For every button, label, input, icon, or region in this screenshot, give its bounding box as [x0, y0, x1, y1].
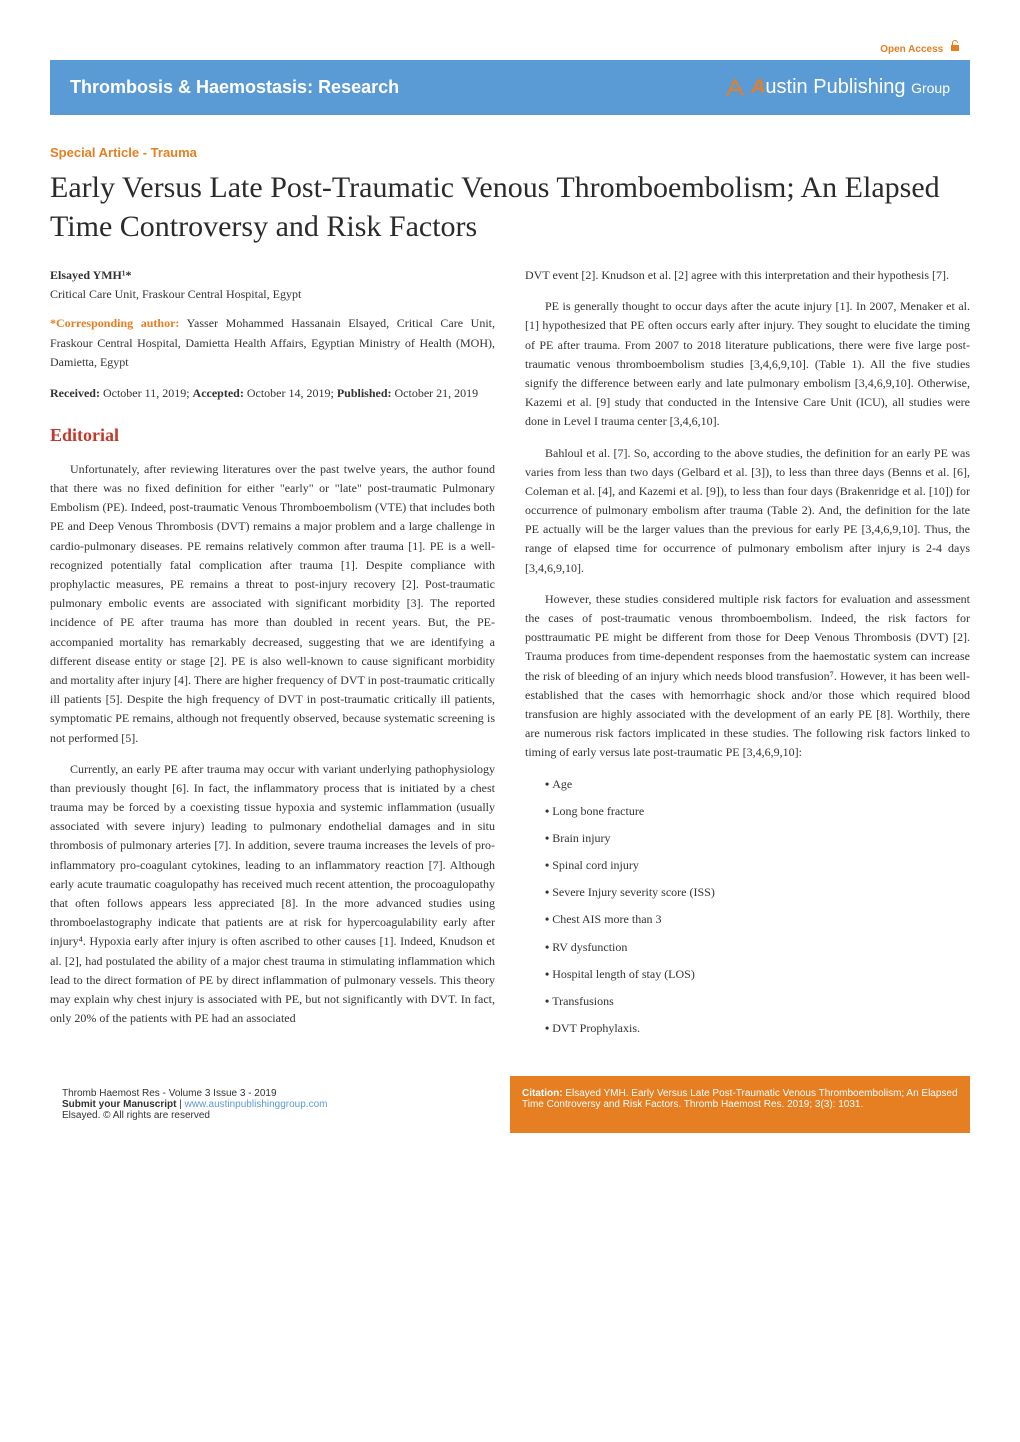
author-affiliation: Critical Care Unit, Fraskour Central Hos… — [50, 285, 495, 304]
paragraph-2: Currently, an early PE after trauma may … — [50, 760, 495, 1029]
received-label: Received: — [50, 386, 100, 400]
list-item: Chest AIS more than 3 — [545, 910, 970, 929]
list-item: Severe Injury severity score (ISS) — [545, 883, 970, 902]
list-item: RV dysfunction — [545, 938, 970, 957]
list-item: Brain injury — [545, 829, 970, 848]
content-columns: Elsayed YMH¹* Critical Care Unit, Frasko… — [50, 266, 970, 1046]
citation-text: Elsayed YMH. Early Versus Late Post-Trau… — [522, 1088, 958, 1110]
header-banner: Thrombosis & Haemostasis: Research Austi… — [50, 60, 970, 115]
publisher-group: Group — [911, 80, 950, 96]
footer-submit-label: Submit your Manuscript — [62, 1099, 176, 1110]
footer-rights: Elsayed. © All rights are reserved — [62, 1110, 498, 1121]
publisher-prefix: A — [751, 76, 765, 98]
paragraph-6: However, these studies considered multip… — [525, 590, 970, 763]
paragraph-3: DVT event [2]. Knudson et al. [2] agree … — [525, 266, 970, 285]
open-access-icon — [950, 40, 960, 55]
received-date: October 11, 2019; — [100, 386, 193, 400]
publisher-svg-mark — [725, 76, 751, 98]
accepted-label: Accepted: — [193, 386, 244, 400]
list-item: Transfusions — [545, 992, 970, 1011]
paragraph-4: PE is generally thought to occur days af… — [525, 297, 970, 431]
list-item: Hospital length of stay (LOS) — [545, 965, 970, 984]
citation-label: Citation: — [522, 1088, 565, 1099]
publisher-main: ustin — [765, 76, 807, 98]
editorial-heading: Editorial — [50, 421, 495, 450]
corresponding-author: *Corresponding author: Yasser Mohammed H… — [50, 314, 495, 372]
journal-title: Thrombosis & Haemostasis: Research — [70, 77, 399, 98]
list-item: Long bone fracture — [545, 802, 970, 821]
footer-left: Thromb Haemost Res - Volume 3 Issue 3 - … — [50, 1076, 510, 1133]
footer-link[interactable]: www.austinpublishinggroup.com — [185, 1099, 328, 1110]
publisher-logo: Austin Publishing Group — [725, 76, 950, 99]
page-container: Open Access Thrombosis & Haemostasis: Re… — [0, 0, 1020, 1173]
corresponding-label: *Corresponding author: — [50, 316, 179, 330]
accepted-date: October 14, 2019; — [244, 386, 337, 400]
article-type: Special Article - Trauma — [50, 145, 970, 160]
article-title: Early Versus Late Post-Traumatic Venous … — [50, 168, 970, 246]
list-item: DVT Prophylaxis. — [545, 1019, 970, 1038]
left-column: Elsayed YMH¹* Critical Care Unit, Frasko… — [50, 266, 495, 1046]
footer-sep: | — [176, 1099, 184, 1110]
open-access-text: Open Access — [880, 44, 943, 55]
paragraph-1: Unfortunately, after reviewing literatur… — [50, 460, 495, 748]
article-dates: Received: October 11, 2019; Accepted: Oc… — [50, 384, 495, 403]
footer-right: Citation: Elsayed YMH. Early Versus Late… — [510, 1076, 970, 1133]
list-item: Age — [545, 775, 970, 794]
published-date: October 21, 2019 — [392, 386, 479, 400]
right-column: DVT event [2]. Knudson et al. [2] agree … — [525, 266, 970, 1046]
author-line: Elsayed YMH¹* — [50, 266, 495, 285]
paragraph-5: Bahloul et al. [7]. So, according to the… — [525, 444, 970, 578]
open-access-label: Open Access — [880, 40, 960, 55]
footer-submit-line: Submit your Manuscript | www.austinpubli… — [62, 1099, 498, 1110]
publisher-suffix: Publishing — [808, 76, 911, 98]
published-label: Published: — [337, 386, 392, 400]
risk-factors-list: Age Long bone fracture Brain injury Spin… — [545, 775, 970, 1039]
footer: Thromb Haemost Res - Volume 3 Issue 3 - … — [50, 1076, 970, 1133]
list-item: Spinal cord injury — [545, 856, 970, 875]
footer-volume: Thromb Haemost Res - Volume 3 Issue 3 - … — [62, 1088, 498, 1099]
